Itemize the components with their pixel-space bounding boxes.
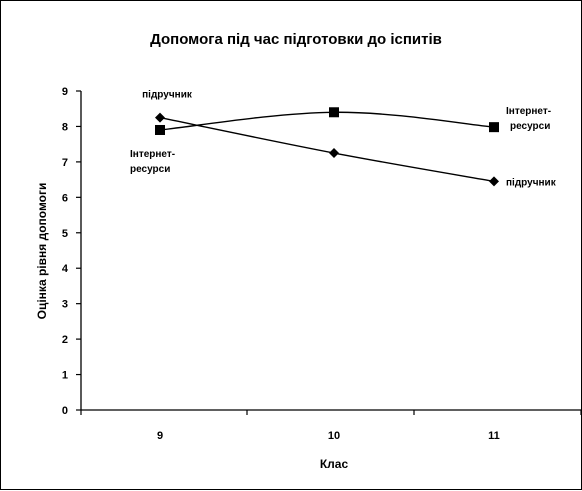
x-axis-label: Клас (320, 457, 349, 471)
y-tick-label: 7 (62, 157, 68, 169)
square-marker (329, 107, 339, 118)
series-annotation-label: Інтернет- (506, 106, 551, 117)
diamond-marker (489, 176, 499, 187)
series-annotation-label: підручник (142, 90, 193, 101)
series-group (155, 107, 499, 187)
y-tick-label: 3 (62, 299, 68, 311)
y-tick-label: 2 (62, 334, 68, 346)
y-tick-label: 5 (62, 228, 68, 240)
square-marker (155, 124, 165, 135)
y-tick-label: 8 (62, 121, 68, 133)
y-tick-label: 6 (62, 192, 68, 204)
x-tick-label: 11 (488, 430, 500, 442)
y-tick-label: 0 (62, 405, 68, 417)
y-tick-label: 1 (62, 370, 68, 382)
x-ticks: 9 10 11 (80, 410, 582, 442)
x-tick-label: 9 (157, 430, 163, 442)
diamond-marker (155, 112, 165, 123)
chart-title: Допомога під час підготовки до іспитів (150, 31, 442, 48)
series-annotation-label: ресурси (130, 164, 170, 175)
y-ticks: 0 1 2 3 4 5 6 7 8 9 (62, 86, 81, 417)
y-tick-label: 4 (62, 263, 69, 275)
diamond-marker (329, 148, 339, 159)
series-annotation-label: ресурси (510, 121, 550, 132)
y-axis-label: Оцінка рівня допомоги (35, 183, 49, 320)
series-annotation-label: підручник (506, 177, 557, 188)
x-tick-label: 10 (328, 430, 340, 442)
series-line-1 (159, 116, 495, 183)
annotations: підручник підручник Інтернет-ресурси Інтерн… (130, 90, 557, 189)
series-annotation-label: Інтернет- (130, 149, 175, 160)
y-tick-label: 9 (62, 86, 68, 98)
square-marker (489, 122, 499, 133)
